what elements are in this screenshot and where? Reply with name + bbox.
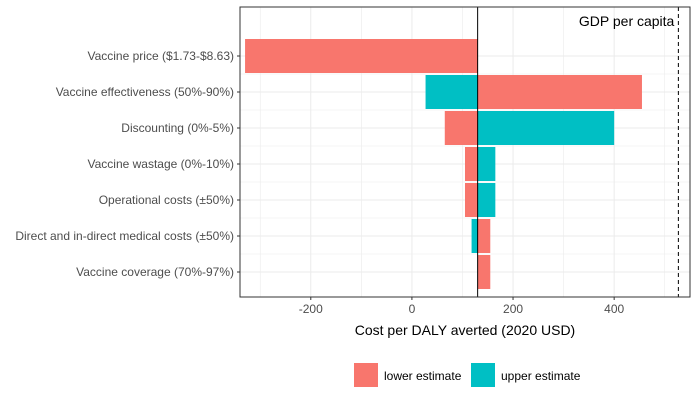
y-axis: Vaccine price ($1.73-$8.63) Vaccine effec… xyxy=(15,49,240,279)
panel-border xyxy=(239,6,691,298)
bar-upper-estimate xyxy=(477,147,496,181)
legend-key-lower-estimate xyxy=(354,363,378,387)
x-tick-label: 0 xyxy=(409,302,416,316)
legend-label: lower estimate xyxy=(384,369,462,383)
x-tick-label: -200 xyxy=(299,302,323,316)
y-tick-label: Vaccine coverage (70%-97%) xyxy=(76,265,234,279)
gdp-reference-label: GDP per capita xyxy=(579,13,675,29)
bar-upper-estimate xyxy=(477,111,615,145)
bar-lower-estimate xyxy=(477,219,491,253)
y-tick-label: Operational costs (±50%) xyxy=(99,193,234,207)
bar-lower-estimate xyxy=(444,111,478,145)
y-tick-label: Vaccine price ($1.73-$8.63) xyxy=(87,49,234,63)
y-tick-label: Vaccine wastage (0%-10%) xyxy=(87,157,234,171)
bar-upper-estimate xyxy=(425,75,478,109)
y-tick-label: Vaccine effectiveness (50%-90%) xyxy=(56,85,234,99)
bar-lower-estimate xyxy=(465,147,478,181)
bar-lower-estimate xyxy=(477,75,642,109)
bar-lower-estimate xyxy=(477,255,491,289)
x-axis: -200 0 200 400 xyxy=(299,297,624,316)
y-tick-label: Discounting (0%-5%) xyxy=(121,121,234,135)
bar-lower-estimate xyxy=(245,39,478,73)
legend: lower estimate upper estimate xyxy=(354,363,581,387)
bars xyxy=(245,39,642,289)
reference-lines: GDP per capita xyxy=(477,7,679,297)
bar-upper-estimate xyxy=(471,219,478,253)
x-tick-label: 200 xyxy=(503,302,523,316)
bar-upper-estimate xyxy=(477,183,496,217)
x-axis-title: Cost per DALY averted (2020 USD) xyxy=(355,322,575,338)
legend-label: upper estimate xyxy=(501,369,581,383)
legend-key-upper-estimate xyxy=(471,363,495,387)
bar-lower-estimate xyxy=(465,183,478,217)
y-tick-label: Direct and in-direct medical costs (±50%… xyxy=(15,229,234,243)
x-tick-label: 400 xyxy=(604,302,624,316)
